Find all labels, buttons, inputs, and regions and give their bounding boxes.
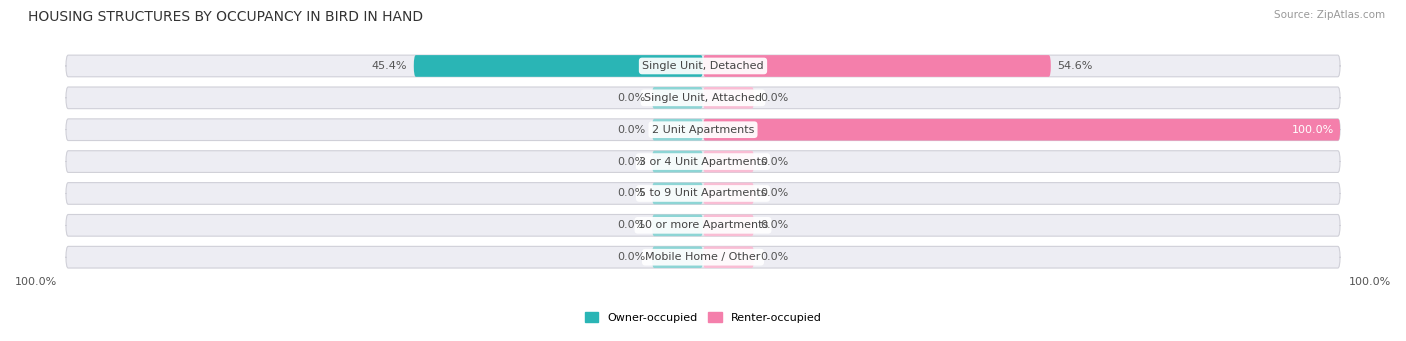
Text: 5 to 9 Unit Apartments: 5 to 9 Unit Apartments [640, 189, 766, 198]
Text: 100.0%: 100.0% [1348, 277, 1391, 287]
Text: 0.0%: 0.0% [617, 252, 645, 262]
Text: 10 or more Apartments: 10 or more Apartments [638, 220, 768, 230]
FancyBboxPatch shape [703, 87, 754, 109]
Text: 0.0%: 0.0% [617, 189, 645, 198]
FancyBboxPatch shape [652, 246, 703, 268]
FancyBboxPatch shape [703, 214, 754, 236]
Text: Source: ZipAtlas.com: Source: ZipAtlas.com [1274, 10, 1385, 20]
FancyBboxPatch shape [66, 119, 1340, 140]
FancyBboxPatch shape [652, 151, 703, 173]
Text: 100.0%: 100.0% [15, 277, 58, 287]
FancyBboxPatch shape [703, 151, 754, 173]
Text: Single Unit, Attached: Single Unit, Attached [644, 93, 762, 103]
Text: 0.0%: 0.0% [761, 93, 789, 103]
Text: 0.0%: 0.0% [761, 189, 789, 198]
Text: 0.0%: 0.0% [761, 157, 789, 167]
Text: Mobile Home / Other: Mobile Home / Other [645, 252, 761, 262]
Text: 100.0%: 100.0% [1292, 125, 1334, 135]
Text: 0.0%: 0.0% [617, 125, 645, 135]
FancyBboxPatch shape [703, 183, 754, 204]
FancyBboxPatch shape [66, 55, 1340, 77]
FancyBboxPatch shape [652, 214, 703, 236]
FancyBboxPatch shape [66, 151, 1340, 173]
Text: HOUSING STRUCTURES BY OCCUPANCY IN BIRD IN HAND: HOUSING STRUCTURES BY OCCUPANCY IN BIRD … [28, 10, 423, 24]
Text: 0.0%: 0.0% [617, 157, 645, 167]
FancyBboxPatch shape [66, 87, 1340, 109]
FancyBboxPatch shape [703, 246, 754, 268]
FancyBboxPatch shape [652, 87, 703, 109]
FancyBboxPatch shape [703, 55, 1050, 77]
Text: Single Unit, Detached: Single Unit, Detached [643, 61, 763, 71]
Text: 2 Unit Apartments: 2 Unit Apartments [652, 125, 754, 135]
FancyBboxPatch shape [652, 183, 703, 204]
FancyBboxPatch shape [66, 246, 1340, 268]
Text: 0.0%: 0.0% [617, 93, 645, 103]
Text: 0.0%: 0.0% [761, 252, 789, 262]
Text: 0.0%: 0.0% [617, 220, 645, 230]
Text: 54.6%: 54.6% [1057, 61, 1092, 71]
FancyBboxPatch shape [703, 119, 1340, 140]
Text: 0.0%: 0.0% [761, 220, 789, 230]
FancyBboxPatch shape [652, 119, 703, 140]
Text: 3 or 4 Unit Apartments: 3 or 4 Unit Apartments [640, 157, 766, 167]
Text: 45.4%: 45.4% [373, 61, 408, 71]
Legend: Owner-occupied, Renter-occupied: Owner-occupied, Renter-occupied [585, 312, 821, 323]
FancyBboxPatch shape [66, 214, 1340, 236]
FancyBboxPatch shape [66, 183, 1340, 204]
FancyBboxPatch shape [413, 55, 703, 77]
